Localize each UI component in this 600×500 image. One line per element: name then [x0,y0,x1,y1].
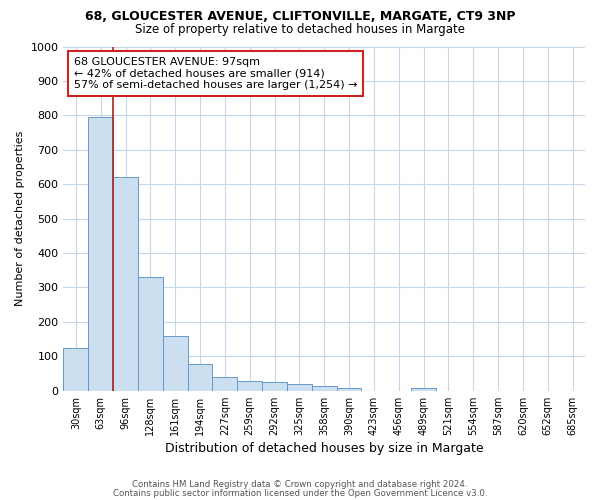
Bar [88,117,113,390]
Text: Contains public sector information licensed under the Open Government Licence v3: Contains public sector information licen… [113,488,487,498]
Bar [411,388,436,390]
Text: Size of property relative to detached houses in Margate: Size of property relative to detached ho… [135,22,465,36]
X-axis label: Distribution of detached houses by size in Margate: Distribution of detached houses by size … [165,442,484,455]
Bar [262,382,287,390]
Text: 68, GLOUCESTER AVENUE, CLIFTONVILLE, MARGATE, CT9 3NP: 68, GLOUCESTER AVENUE, CLIFTONVILLE, MAR… [85,10,515,23]
Bar [312,386,337,390]
Bar [138,277,163,390]
Y-axis label: Number of detached properties: Number of detached properties [15,131,25,306]
Bar [237,381,262,390]
Text: Contains HM Land Registry data © Crown copyright and database right 2024.: Contains HM Land Registry data © Crown c… [132,480,468,489]
Bar [64,348,88,391]
Bar [113,178,138,390]
Bar [337,388,361,390]
Bar [188,364,212,390]
Bar [163,336,188,390]
Text: 68 GLOUCESTER AVENUE: 97sqm
← 42% of detached houses are smaller (914)
57% of se: 68 GLOUCESTER AVENUE: 97sqm ← 42% of det… [74,57,358,90]
Bar [287,384,312,390]
Bar [212,377,237,390]
